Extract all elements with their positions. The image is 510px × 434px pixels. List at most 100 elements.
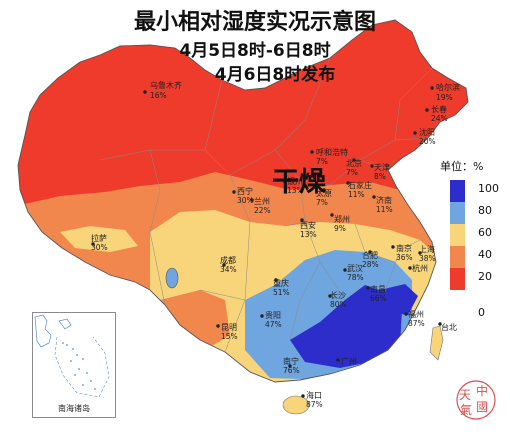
city-value: 22% [254, 206, 271, 215]
city-xining: 西宁 30% [232, 186, 254, 205]
city-value: 30% [237, 196, 254, 205]
city-dot [343, 268, 347, 272]
city-name: 重庆 [273, 278, 289, 288]
city-dot [222, 263, 226, 267]
city-value: 78% [347, 273, 364, 282]
city-changchun: 长春 24% [425, 104, 448, 123]
city-name: 太原 [316, 188, 332, 198]
region-very-humid [290, 285, 402, 368]
city-shenyang: 沈阳 20% [413, 127, 436, 146]
city-value: 34% [220, 265, 237, 274]
province-borders [17, 19, 469, 383]
city-name: 合肥 [362, 250, 378, 260]
city-shijiazhuang: 石家庄 11% [346, 180, 372, 199]
region-moderate-west [60, 226, 138, 252]
city-value: 13% [300, 230, 317, 239]
inset-island [58, 318, 72, 330]
city-dot [322, 188, 326, 192]
city-chongqing: 重庆 51% [273, 278, 290, 297]
city-tianjin: 天津 8% [370, 162, 390, 181]
city-dot [232, 190, 236, 194]
legend-tick-60: 60 [478, 226, 492, 239]
city-name: 南昌 [370, 284, 386, 294]
city-name: 上海 [419, 244, 435, 254]
legend-swatch-40-60 [450, 224, 465, 246]
legend-swatch-0-20 [450, 268, 465, 290]
city-harbin: 哈尔滨 19% [430, 82, 460, 102]
city-value: 80% [330, 300, 347, 309]
city-name: 杭州 [412, 263, 428, 273]
city-dot [352, 158, 356, 162]
legend-tick-80: 80 [478, 204, 492, 217]
south-china-sea-inset: 南海诸岛 [32, 312, 116, 418]
legend-tick-100: 100 [478, 182, 499, 195]
city-name: 贵阳 [265, 310, 281, 320]
city-xian: 西安 13% [300, 218, 317, 239]
city-guiyang: 贵阳 47% [260, 310, 282, 329]
city-nanning: 南宁 76% [283, 356, 300, 375]
city-name: 沈阳 [419, 127, 435, 137]
city-name: 昆明 [221, 323, 237, 332]
city-dot [438, 322, 442, 326]
city-dot [274, 278, 278, 282]
city-changsha: 长沙 80% [328, 290, 347, 309]
city-hangzhou: 杭州 [408, 263, 428, 273]
city-urumqi: 乌鲁木齐 16% [143, 80, 182, 100]
region-taiwan [429, 325, 444, 361]
map-subtitle-issued: 4月6日8时发布 [214, 65, 336, 85]
city-name: 成都 [220, 255, 236, 265]
city-chengdu: 成都 34% [220, 255, 237, 274]
city-shanghai: 上海 38% [418, 244, 436, 263]
city-dot [91, 242, 95, 246]
city-dot [418, 251, 422, 255]
city-value: 19% [436, 93, 453, 102]
city-dot [372, 195, 376, 199]
city-name: 长沙 [330, 290, 346, 300]
city-name: 兰州 [254, 196, 270, 206]
city-value: 76% [283, 366, 300, 375]
city-name: 拉萨 [91, 233, 107, 243]
legend-title: 单位：% [440, 160, 484, 173]
city-name: 台北 [441, 322, 457, 332]
city-value: 13% [287, 186, 304, 195]
city-value: 11% [348, 190, 365, 199]
city-dot [283, 180, 287, 184]
legend-tick-0: 0 [478, 306, 485, 319]
city-nanjing: 南京 36% [391, 243, 413, 262]
logo-graphic: 天 中 氣 國 [456, 380, 496, 420]
legend-tick-20: 20 [478, 270, 492, 283]
logo-char-guo: 國 [476, 400, 488, 414]
city-lanzhou: 兰州 22% [250, 196, 271, 215]
city-value: 8% [374, 172, 386, 181]
city-dot [408, 266, 412, 270]
city-name: 郑州 [334, 214, 350, 224]
city-dot [430, 86, 434, 90]
legend-swatch-60-80 [450, 202, 465, 224]
city-lhasa: 拉萨 30% [91, 233, 108, 252]
city-name: 西宁 [237, 186, 253, 196]
city-value: 36% [396, 253, 413, 262]
inset-coast [34, 314, 52, 348]
logo-char-qi: 氣 [460, 403, 472, 417]
city-name: 呼和浩特 [316, 147, 348, 157]
city-value: 20% [419, 137, 436, 146]
city-guangzhou: 广州 [336, 356, 357, 366]
city-dot [413, 131, 417, 135]
city-name: 长春 [431, 104, 447, 114]
city-dot [301, 394, 305, 398]
inset-islands [62, 342, 96, 390]
city-hohhot: 呼和浩特 7% [310, 147, 348, 166]
city-value: 28% [362, 260, 379, 269]
city-value: 66% [370, 294, 387, 303]
city-value: 87% [408, 319, 425, 328]
city-value: 7% [316, 157, 328, 166]
city-yinchuan: 银川 13% [283, 176, 304, 195]
city-name: 济南 [376, 195, 392, 205]
city-beijing: 北京 7% [346, 158, 362, 177]
city-value: 51% [273, 288, 290, 297]
city-value: 24% [431, 114, 448, 123]
city-name: 哈尔滨 [436, 82, 460, 92]
city-name: 西安 [300, 220, 316, 230]
city-value: 11% [376, 205, 393, 214]
